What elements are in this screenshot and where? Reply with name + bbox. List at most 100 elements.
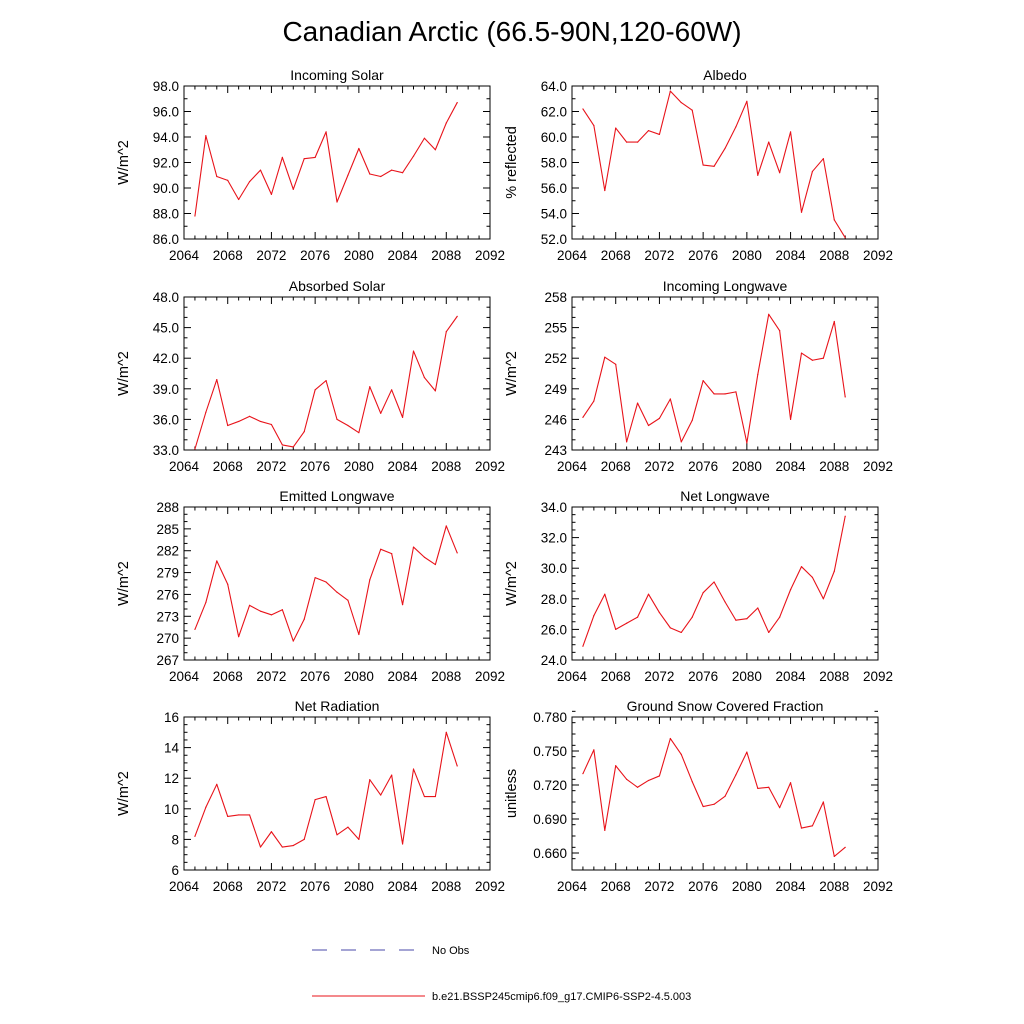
data-point bbox=[757, 607, 759, 609]
x-tick-label: 2084 bbox=[388, 879, 419, 894]
data-point bbox=[691, 109, 693, 111]
plot-frame bbox=[183, 506, 491, 661]
y-tick-label: 8 bbox=[171, 832, 179, 847]
figure-title: Canadian Arctic (66.5-90N,120-60W) bbox=[282, 16, 741, 47]
data-point bbox=[380, 794, 382, 796]
data-point bbox=[735, 126, 737, 128]
data-point bbox=[401, 604, 404, 606]
x-tick-label: 2088 bbox=[819, 248, 849, 263]
data-point bbox=[680, 753, 682, 756]
data-point bbox=[746, 751, 748, 753]
panels-group: Incoming Solar 2064 2068 2072 2076 2080 2084 20… bbox=[116, 67, 893, 894]
data-point bbox=[735, 619, 737, 621]
y-tick-label: 14 bbox=[164, 741, 180, 756]
y-tick-label: 42.0 bbox=[153, 351, 179, 366]
x-tick-label: 2068 bbox=[601, 879, 631, 894]
x-tick-label: 2064 bbox=[169, 248, 200, 263]
data-point bbox=[248, 415, 251, 417]
data-point bbox=[259, 610, 262, 612]
legend-item-no-obs: No Obs bbox=[312, 945, 470, 957]
x-tick-label: 2076 bbox=[300, 459, 330, 474]
data-point bbox=[779, 616, 781, 618]
series-line bbox=[582, 313, 846, 444]
data-point bbox=[724, 601, 726, 603]
y-tick-label: 34.0 bbox=[541, 500, 567, 515]
y-tick-label: 285 bbox=[156, 522, 179, 537]
data-point bbox=[194, 835, 196, 837]
y-axis-label: % reflected bbox=[504, 126, 520, 199]
x-tick-label: 2076 bbox=[688, 669, 718, 684]
panel-title: Emitted Longwave bbox=[279, 488, 394, 504]
data-point bbox=[380, 412, 382, 414]
x-tick-label: 2092 bbox=[475, 248, 505, 263]
data-point bbox=[669, 737, 671, 740]
data-point bbox=[822, 357, 824, 359]
data-point bbox=[238, 814, 240, 816]
data-point bbox=[445, 331, 447, 333]
data-point bbox=[779, 330, 781, 332]
data-point bbox=[325, 795, 327, 798]
data-point bbox=[270, 614, 273, 616]
data-point bbox=[347, 826, 349, 828]
data-point bbox=[724, 795, 726, 797]
y-tick-label: 243 bbox=[544, 443, 567, 458]
y-tick-label: 98.0 bbox=[153, 79, 179, 94]
data-point bbox=[724, 147, 726, 150]
data-point bbox=[445, 731, 447, 733]
data-point bbox=[582, 645, 584, 647]
x-tick-label: 2072 bbox=[256, 248, 286, 263]
series-line bbox=[194, 316, 458, 450]
data-point bbox=[270, 193, 273, 195]
data-point bbox=[423, 795, 426, 798]
data-point bbox=[358, 432, 360, 434]
y-tick-label: 282 bbox=[156, 544, 179, 559]
data-point bbox=[669, 90, 671, 92]
data-point bbox=[811, 576, 814, 578]
x-tick-label: 2080 bbox=[344, 669, 374, 684]
data-point bbox=[800, 352, 803, 354]
x-tick-label: 2068 bbox=[213, 459, 243, 474]
x-tick-label: 2064 bbox=[557, 879, 588, 894]
panel-emitted-longwave: Emitted Longwave 2064 2068 2072 2076 2080 2084… bbox=[116, 488, 505, 684]
data-point bbox=[227, 815, 229, 818]
data-point bbox=[347, 424, 349, 427]
data-point bbox=[401, 172, 404, 174]
data-point bbox=[238, 198, 240, 201]
data-point bbox=[380, 175, 382, 178]
series-line bbox=[582, 90, 846, 239]
x-tick-label: 2068 bbox=[601, 669, 631, 684]
data-point bbox=[822, 158, 824, 160]
data-point bbox=[626, 622, 628, 624]
y-tick-label: 28.0 bbox=[541, 592, 567, 607]
data-point bbox=[768, 313, 770, 315]
y-tick-label: 26.0 bbox=[541, 622, 567, 637]
y-tick-label: 0.690 bbox=[533, 812, 567, 827]
data-point bbox=[593, 400, 595, 402]
data-point bbox=[702, 805, 704, 808]
x-tick-label: 2088 bbox=[431, 459, 461, 474]
data-point bbox=[647, 779, 650, 782]
data-point bbox=[789, 418, 792, 420]
data-point bbox=[702, 592, 704, 594]
x-tick-label: 2080 bbox=[344, 459, 374, 474]
y-tick-label: 249 bbox=[544, 382, 567, 397]
data-point bbox=[582, 416, 584, 418]
x-tick-label: 2084 bbox=[776, 669, 807, 684]
data-point bbox=[358, 838, 360, 841]
data-point bbox=[423, 376, 426, 379]
data-point bbox=[238, 420, 240, 423]
data-point bbox=[636, 786, 639, 788]
x-tick-label: 2080 bbox=[732, 879, 762, 894]
x-tick-label: 2084 bbox=[776, 879, 807, 894]
data-point bbox=[713, 165, 715, 167]
data-point bbox=[292, 844, 294, 847]
x-tick-label: 2080 bbox=[732, 669, 762, 684]
data-point bbox=[281, 444, 283, 446]
plot-frame bbox=[571, 506, 879, 661]
data-point bbox=[680, 631, 682, 634]
data-point bbox=[757, 174, 759, 176]
data-point bbox=[205, 135, 207, 137]
data-point bbox=[292, 446, 294, 448]
y-tick-label: 64.0 bbox=[541, 79, 567, 94]
data-point bbox=[735, 774, 737, 776]
